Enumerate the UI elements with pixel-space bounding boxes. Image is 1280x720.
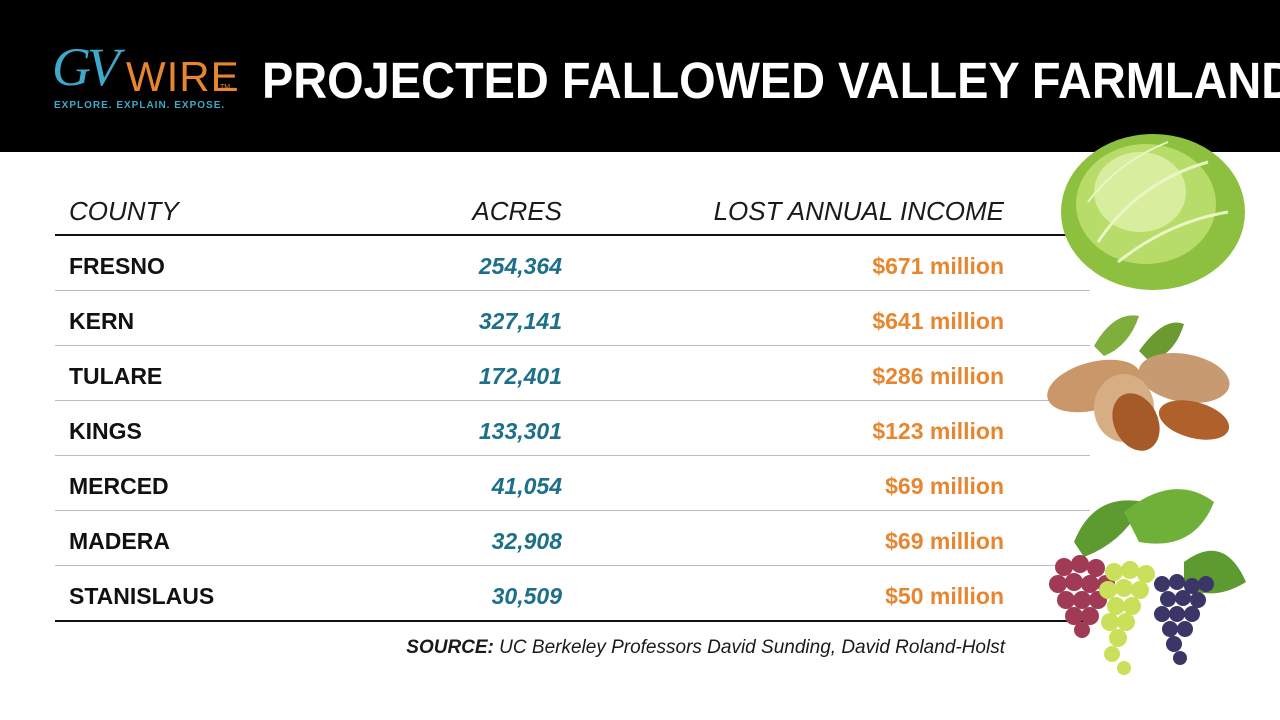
grapes-image [1049, 489, 1246, 675]
cell-county: FRESNO [69, 253, 165, 279]
cell-acres: 133,301 [478, 418, 562, 444]
almond-leaf [1094, 315, 1139, 356]
cell-income: $641 million [872, 308, 1004, 334]
table-row: FRESNO 254,364 $671 million [55, 236, 1090, 291]
source-text: UC Berkeley Professors David Sunding, Da… [493, 637, 1005, 658]
almond-shell [1138, 353, 1230, 403]
cell-income: $286 million [872, 363, 1004, 389]
logo-tagline: EXPLORE. EXPLAIN. EXPOSE. [54, 100, 226, 111]
cell-county: TULARE [69, 363, 163, 389]
purple-grape-bunch [1154, 574, 1214, 665]
column-header-income: LOST ANNUAL INCOME [713, 196, 1004, 226]
lettuce-vein [1117, 210, 1229, 264]
table-row: KERN 327,141 $641 million [55, 291, 1090, 346]
cell-acres: 327,141 [478, 308, 562, 334]
lettuce-vein [1087, 141, 1169, 203]
cell-county: MERCED [69, 473, 169, 499]
logo-trademark: TM [220, 84, 231, 91]
column-header-county: COUNTY [69, 196, 179, 226]
cell-county: KERN [69, 308, 135, 334]
farmland-table: COUNTY ACRES LOST ANNUAL INCOME FRESNO 25… [55, 188, 1090, 622]
almond-leaf [1139, 322, 1184, 361]
cell-income: $69 million [885, 473, 1004, 499]
cell-income: $69 million [885, 528, 1004, 554]
column-header-acres: ACRES [472, 196, 562, 226]
cell-acres: 41,054 [491, 473, 562, 499]
almond-kernel [1158, 400, 1230, 440]
header-bar: GV WIRE TM EXPLORE. EXPLAIN. EXPOSE. PRO… [0, 0, 1280, 152]
logo-word: WIRE [126, 53, 240, 100]
cell-acres: 172,401 [478, 363, 562, 389]
cell-acres: 254,364 [478, 253, 562, 279]
gvwire-logo[interactable]: GV WIRE TM EXPLORE. EXPLAIN. EXPOSE. [52, 37, 239, 116]
table-header: COUNTY ACRES LOST ANNUAL INCOME [55, 188, 1090, 236]
cell-income: $671 million [872, 253, 1004, 279]
cell-income: $123 million [872, 418, 1004, 444]
lettuce-vein [1096, 160, 1209, 243]
grape-leaf [1124, 489, 1214, 544]
lettuce-image [1061, 134, 1245, 290]
cell-county: KINGS [69, 418, 142, 444]
cell-county: STANISLAUS [69, 583, 215, 609]
source-note: SOURCE: UC Berkeley Professors David Sun… [406, 637, 1005, 659]
cell-acres: 30,509 [491, 583, 562, 609]
cell-acres: 32,908 [491, 528, 562, 554]
table-row: STANISLAUS 30,509 $50 million [55, 566, 1090, 622]
lettuce-core [1094, 152, 1186, 232]
table-row: MERCED 41,054 $69 million [55, 456, 1090, 511]
table-row: TULARE 172,401 $286 million [55, 346, 1090, 401]
page-title: PROJECTED FALLOWED VALLEY FARMLAND [262, 52, 1280, 109]
logo-mark: GV [52, 37, 120, 97]
almonds-image [1047, 315, 1230, 451]
cell-income: $50 million [885, 583, 1004, 609]
table-body: FRESNO 254,364 $671 million KERN 327,141 $641… [55, 236, 1090, 622]
table-row: MADERA 32,908 $69 million [55, 511, 1090, 566]
cell-county: MADERA [69, 528, 170, 554]
green-grape-bunch [1099, 561, 1155, 675]
table-row: KINGS 133,301 $123 million [55, 401, 1090, 456]
almond-kernel [1112, 393, 1160, 451]
source-label: SOURCE: [406, 637, 494, 658]
